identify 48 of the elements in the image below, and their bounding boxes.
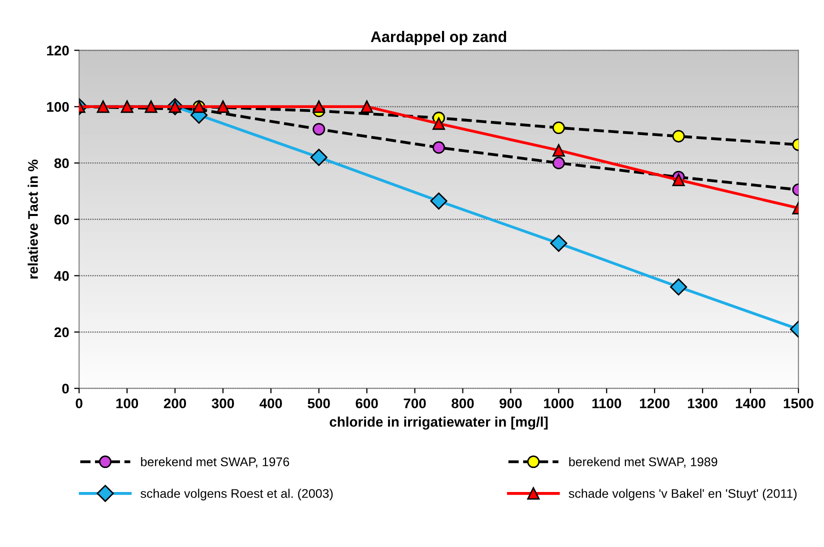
x-tick-label: 300 xyxy=(212,398,234,408)
legend-label: berekend met SWAP, 1976 xyxy=(141,457,290,468)
y-axis-title: relatieve Tact in % xyxy=(28,160,38,279)
y-tick-label: 0 xyxy=(62,384,69,394)
legend-label: schade volgens 'v Bakel' en 'Stuyt' (2011) xyxy=(568,488,797,500)
x-tick-label: 500 xyxy=(308,398,330,408)
y-tick-label: 60 xyxy=(54,214,69,225)
point xyxy=(120,100,134,113)
point xyxy=(552,156,565,170)
x-axis-title: chloride in irrigatiewater in [mg/l] xyxy=(330,416,548,430)
legend-label: schade volgens Roest et al. (2003) xyxy=(140,488,333,500)
point xyxy=(432,117,446,130)
point xyxy=(672,130,685,142)
x-tick-label: 0 xyxy=(76,398,82,408)
x-tick-label: 1200 xyxy=(640,398,670,408)
y-tick-label: 40 xyxy=(54,271,69,281)
x-tick-label: 900 xyxy=(500,398,522,408)
point xyxy=(144,100,158,113)
y-tick-label: 120 xyxy=(47,46,69,56)
x-tick-label: 100 xyxy=(116,398,138,408)
point xyxy=(672,174,685,186)
point xyxy=(312,100,326,113)
point xyxy=(310,148,328,166)
point xyxy=(552,144,565,157)
point xyxy=(552,122,565,134)
point xyxy=(432,141,446,154)
point xyxy=(312,122,326,136)
point xyxy=(670,278,688,296)
x-tick-label: 1100 xyxy=(592,398,622,408)
y-tick-label: 100 xyxy=(47,102,69,112)
chart-title: Aardappel op zand xyxy=(370,30,506,46)
x-tick-label: 1500 xyxy=(784,398,814,408)
y-tick-label: 80 xyxy=(54,158,69,168)
point xyxy=(360,100,374,113)
x-tick-label: 1300 xyxy=(688,398,718,408)
x-tick-label: 1400 xyxy=(736,398,766,408)
point xyxy=(216,100,230,113)
point xyxy=(430,192,448,210)
y-tick-label: 20 xyxy=(54,327,69,338)
x-tick-label: 1000 xyxy=(544,398,574,408)
point xyxy=(550,234,568,252)
x-tick-label: 400 xyxy=(260,398,282,408)
x-tick-label: 600 xyxy=(356,398,378,408)
legend-label: berekend met SWAP, 1989 xyxy=(569,457,718,468)
x-tick-label: 800 xyxy=(452,398,474,408)
point xyxy=(96,100,110,113)
x-tick-label: 200 xyxy=(164,398,186,408)
x-tick-label: 700 xyxy=(404,398,426,408)
